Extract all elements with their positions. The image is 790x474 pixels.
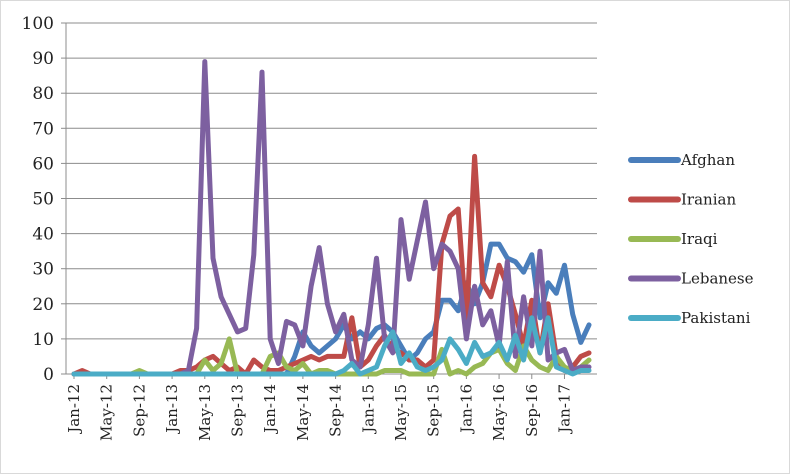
y-tick-label-90: 90 bbox=[32, 49, 54, 69]
series-lines bbox=[71, 59, 592, 377]
legend: Afghan Iranian Iraqi Lebanese Pakistani bbox=[628, 151, 754, 327]
y-axis: 0 10 20 30 40 50 60 70 80 90 100 bbox=[22, 14, 67, 385]
x-tick-label-7: May-14 bbox=[294, 384, 312, 441]
x-tick-label-3: Jan-13 bbox=[163, 384, 181, 435]
y-tick-label-70: 70 bbox=[32, 119, 54, 139]
legend-label-pakistani: Pakistani bbox=[681, 309, 751, 327]
x-tick-label-0: Jan-12 bbox=[65, 384, 83, 435]
x-tick-label-2: Sep-12 bbox=[130, 384, 148, 437]
y-tick-label-60: 60 bbox=[32, 154, 54, 174]
x-tick-label-11: Sep-15 bbox=[425, 384, 443, 437]
series-line-lebanese bbox=[71, 59, 592, 377]
x-tick-label-14: Sep-16 bbox=[523, 384, 541, 437]
y-tick-label-100: 100 bbox=[22, 14, 54, 34]
y-tick-label-80: 80 bbox=[32, 84, 54, 104]
x-tick-label-5: Sep-13 bbox=[228, 384, 246, 437]
x-tick-label-12: Jan-16 bbox=[457, 384, 475, 435]
x-tick-label-13: May-16 bbox=[490, 384, 508, 441]
x-tick-label-8: Sep-14 bbox=[327, 384, 345, 437]
x-tick-label-4: May-13 bbox=[196, 384, 214, 441]
legend-label-iranian: Iranian bbox=[681, 191, 736, 209]
legend-label-iraqi: Iraqi bbox=[681, 230, 718, 248]
y-tick-label-0: 0 bbox=[43, 365, 54, 385]
x-tick-label-6: Jan-14 bbox=[261, 384, 279, 435]
x-tick-label-10: May-15 bbox=[392, 384, 410, 441]
y-tick-label-40: 40 bbox=[32, 225, 54, 245]
y-tick-label-20: 20 bbox=[32, 295, 54, 315]
y-tick-label-10: 10 bbox=[32, 330, 54, 350]
y-tick-label-50: 50 bbox=[32, 190, 54, 210]
series-line-pakistani bbox=[71, 315, 592, 377]
x-axis: Jan-12 May-12 Sep-12 Jan-13 May-13 Sep-13 Jan-… bbox=[65, 373, 597, 441]
x-tick-label-15: Jan-17 bbox=[555, 384, 573, 435]
x-tick-label-9: Jan-15 bbox=[359, 384, 377, 435]
legend-label-lebanese: Lebanese bbox=[681, 270, 754, 288]
y-tick-label-30: 30 bbox=[32, 260, 54, 280]
legend-label-afghan: Afghan bbox=[680, 151, 735, 169]
x-tick-label-1: May-12 bbox=[98, 384, 116, 441]
